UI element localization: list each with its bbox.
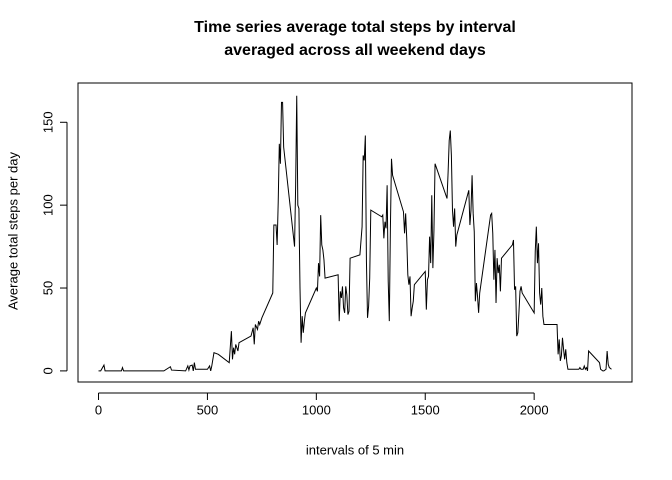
y-tick-label: 150 [40,111,55,133]
y-axis-label: Average total steps per day [5,151,20,310]
chart-title: Time series average total steps by inter… [194,19,516,36]
x-tick-label: 1500 [411,402,440,417]
y-tick-label: 100 [40,194,55,216]
x-tick-label: 2000 [520,402,549,417]
chart-title: averaged across all weekend days [224,42,486,59]
data-line [98,95,612,373]
y-tick-label: 0 [40,367,55,374]
x-axis-label: intervals of 5 min [306,442,404,457]
plot-frame [77,82,633,383]
x-tick-label: 1000 [302,402,331,417]
x-tick-label: 0 [95,402,102,417]
x-tick-label: 500 [197,402,219,417]
y-tick-label: 50 [40,281,55,295]
